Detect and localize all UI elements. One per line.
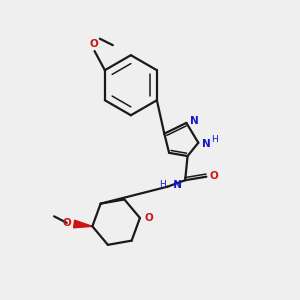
Text: N: N xyxy=(202,139,211,149)
Text: N: N xyxy=(190,116,199,126)
Text: H: H xyxy=(211,135,218,144)
Text: O: O xyxy=(89,39,98,49)
Text: H: H xyxy=(159,180,166,189)
Text: O: O xyxy=(62,218,71,228)
Polygon shape xyxy=(74,220,92,228)
Text: N: N xyxy=(166,180,182,190)
Text: O: O xyxy=(144,213,153,223)
Text: O: O xyxy=(210,171,219,181)
